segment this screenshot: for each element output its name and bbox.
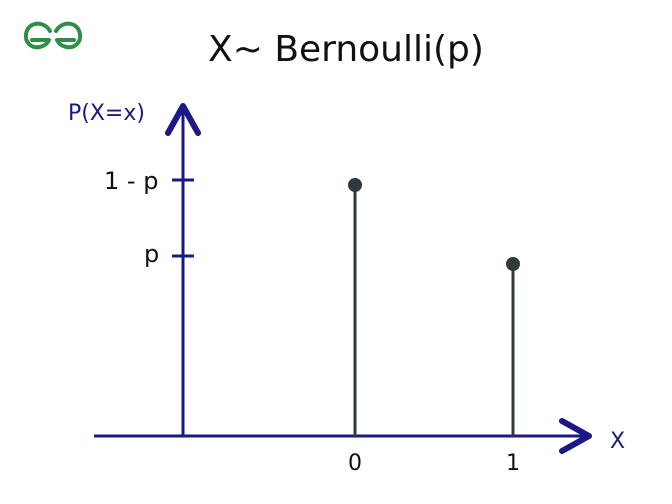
x-tick-label-0: 0 [348,451,362,476]
y-tick-label-p: p [144,240,159,268]
x-tick-label-1: 1 [506,451,520,476]
x-axis-label: X [610,429,625,454]
stem-point-x-0 [348,178,362,192]
diagram-title: X~ Bernoulli(p) [208,29,484,70]
stem-point-x-1 [506,257,520,271]
logo-icon [23,21,83,50]
y-tick-label-1-minus-p: 1 - p [104,167,158,195]
y-axis-label: P(X=x) [68,101,145,126]
